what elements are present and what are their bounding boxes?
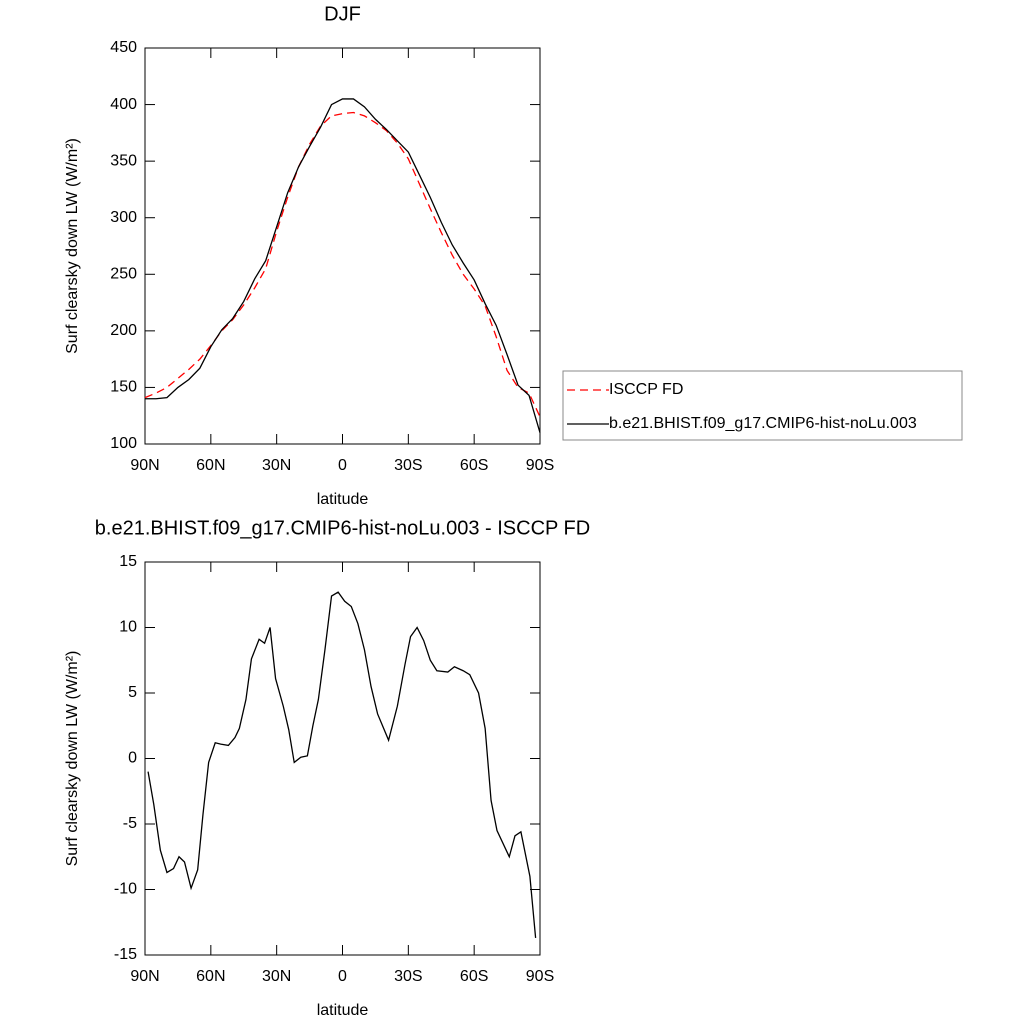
legend-box bbox=[562, 370, 963, 441]
y-tick-label: 300 bbox=[110, 209, 137, 226]
series-line bbox=[145, 98, 541, 433]
y-tick-label: -5 bbox=[123, 815, 137, 832]
y-tick-label: 250 bbox=[110, 266, 137, 283]
x-tick-label: 30S bbox=[394, 968, 422, 985]
y-tick-label: 350 bbox=[110, 152, 137, 169]
x-tick-label: 90S bbox=[526, 968, 554, 985]
y-tick-label: 0 bbox=[128, 750, 137, 767]
x-tick-label: 90N bbox=[130, 457, 159, 474]
x-tick-label: 60N bbox=[196, 968, 225, 985]
y-tick-label: 400 bbox=[110, 96, 137, 113]
x-tick-label: 60S bbox=[460, 457, 488, 474]
y-tick-label: 100 bbox=[110, 435, 137, 452]
x-tick-label: 0 bbox=[338, 457, 347, 474]
x-tick-label: 30N bbox=[262, 968, 291, 985]
x-axis-label: latitude bbox=[317, 1002, 369, 1019]
x-tick-label: 0 bbox=[338, 968, 347, 985]
x-axis-label: latitude bbox=[317, 491, 369, 508]
x-tick-label: 90N bbox=[130, 968, 159, 985]
x-tick-label: 60N bbox=[196, 457, 225, 474]
y-tick-label: 150 bbox=[110, 379, 137, 396]
plot-frame bbox=[144, 561, 541, 956]
x-tick-label: 60S bbox=[460, 968, 488, 985]
plot-frame bbox=[144, 47, 541, 445]
y-tick-label: 200 bbox=[110, 322, 137, 339]
y-tick-label: -15 bbox=[114, 946, 137, 963]
y-tick-label: -10 bbox=[114, 881, 137, 898]
y-axis-label: Surf clearsky down LW (W/m²) bbox=[64, 651, 81, 867]
x-tick-label: 30S bbox=[394, 457, 422, 474]
y-tick-label: 5 bbox=[128, 684, 137, 701]
legend-label: ISCCP FD bbox=[609, 381, 683, 398]
chart-title: DJF bbox=[324, 3, 361, 25]
x-tick-label: 90S bbox=[526, 457, 554, 474]
legend-label: b.e21.BHIST.f09_g17.CMIP6-hist-noLu.003 bbox=[609, 415, 917, 432]
y-axis-label: Surf clearsky down LW (W/m²) bbox=[64, 138, 81, 354]
chart-title: b.e21.BHIST.f09_g17.CMIP6-hist-noLu.003 … bbox=[95, 517, 590, 539]
data-line bbox=[147, 591, 537, 939]
y-tick-label: 15 bbox=[119, 553, 137, 570]
x-tick-label: 30N bbox=[262, 457, 291, 474]
y-tick-label: 10 bbox=[119, 619, 137, 636]
series-line bbox=[144, 111, 541, 418]
y-tick-label: 450 bbox=[110, 39, 137, 56]
